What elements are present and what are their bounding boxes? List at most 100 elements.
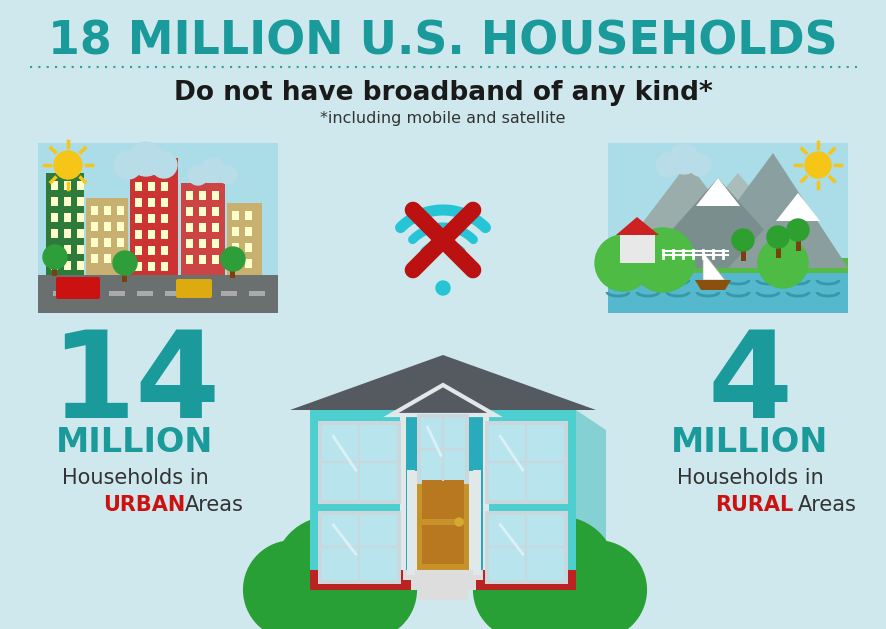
Bar <box>91 238 97 247</box>
Circle shape <box>473 541 571 629</box>
Bar <box>181 183 225 275</box>
Polygon shape <box>575 410 605 595</box>
Bar <box>136 291 152 296</box>
Bar <box>135 214 142 223</box>
Text: MILLION: MILLION <box>56 426 214 460</box>
Bar <box>91 254 97 263</box>
Circle shape <box>498 559 579 629</box>
Bar <box>52 262 57 276</box>
Bar <box>488 515 563 580</box>
Bar <box>117 238 124 247</box>
Bar <box>322 515 397 580</box>
Bar <box>51 229 58 238</box>
Circle shape <box>318 541 416 629</box>
Circle shape <box>128 142 163 176</box>
Bar <box>416 414 469 484</box>
Bar <box>148 198 155 207</box>
Bar <box>212 239 219 248</box>
Polygon shape <box>391 385 494 415</box>
Bar <box>186 239 193 248</box>
Bar <box>91 206 97 215</box>
Bar <box>186 191 193 200</box>
Bar <box>402 570 483 580</box>
Bar <box>198 239 206 248</box>
Circle shape <box>309 559 391 629</box>
Bar <box>104 222 111 231</box>
Circle shape <box>688 154 711 176</box>
Bar <box>104 206 111 215</box>
Bar <box>86 198 128 275</box>
Bar <box>135 246 142 255</box>
Bar <box>64 245 71 254</box>
Circle shape <box>114 151 142 179</box>
Bar <box>410 580 476 590</box>
Bar <box>245 243 252 252</box>
Circle shape <box>668 144 698 174</box>
Bar <box>46 173 84 275</box>
Bar <box>232 259 238 268</box>
Bar <box>212 223 219 232</box>
Bar <box>607 143 847 313</box>
Bar <box>161 214 167 223</box>
Bar <box>607 258 847 273</box>
Bar <box>607 268 847 313</box>
Bar <box>109 291 125 296</box>
Bar <box>619 235 654 263</box>
Circle shape <box>758 238 807 288</box>
Bar <box>135 198 142 207</box>
Circle shape <box>455 518 462 526</box>
FancyBboxPatch shape <box>175 279 212 298</box>
Bar <box>104 238 111 247</box>
Circle shape <box>268 559 350 629</box>
Polygon shape <box>775 193 819 221</box>
Bar <box>161 198 167 207</box>
Bar <box>64 181 71 190</box>
Bar <box>64 213 71 222</box>
Polygon shape <box>696 178 739 206</box>
Circle shape <box>539 559 620 629</box>
Bar <box>91 222 97 231</box>
Bar <box>77 229 84 238</box>
Text: 18 MILLION U.S. HOUSEHOLDS: 18 MILLION U.S. HOUSEHOLDS <box>48 19 837 65</box>
Bar <box>245 211 252 220</box>
Bar <box>198 207 206 216</box>
Bar <box>198 191 206 200</box>
Bar <box>488 425 563 500</box>
Bar <box>416 475 469 570</box>
Circle shape <box>436 281 449 295</box>
Polygon shape <box>703 252 724 280</box>
Bar <box>148 182 155 191</box>
Text: URBAN: URBAN <box>103 495 185 515</box>
Bar <box>64 197 71 206</box>
Bar <box>130 158 178 275</box>
Circle shape <box>54 151 82 179</box>
Bar <box>51 197 58 206</box>
Circle shape <box>766 226 789 248</box>
Circle shape <box>548 541 646 629</box>
Bar <box>485 421 567 504</box>
Bar <box>318 511 400 584</box>
Bar <box>77 197 84 206</box>
Circle shape <box>151 152 177 178</box>
Bar <box>245 259 252 268</box>
Circle shape <box>219 166 237 184</box>
Polygon shape <box>657 173 817 268</box>
Bar <box>148 166 155 175</box>
Text: 4: 4 <box>707 326 791 443</box>
Circle shape <box>786 219 808 241</box>
Polygon shape <box>290 355 595 410</box>
Polygon shape <box>695 280 730 290</box>
Circle shape <box>656 153 680 177</box>
Bar <box>38 143 277 313</box>
Circle shape <box>244 541 341 629</box>
Bar <box>135 166 142 175</box>
Bar <box>198 223 206 232</box>
Bar <box>161 182 167 191</box>
Bar <box>51 245 58 254</box>
Bar <box>186 207 193 216</box>
Bar <box>81 291 97 296</box>
Bar <box>161 246 167 255</box>
Bar <box>193 291 209 296</box>
FancyBboxPatch shape <box>56 277 100 299</box>
Bar <box>402 415 483 570</box>
